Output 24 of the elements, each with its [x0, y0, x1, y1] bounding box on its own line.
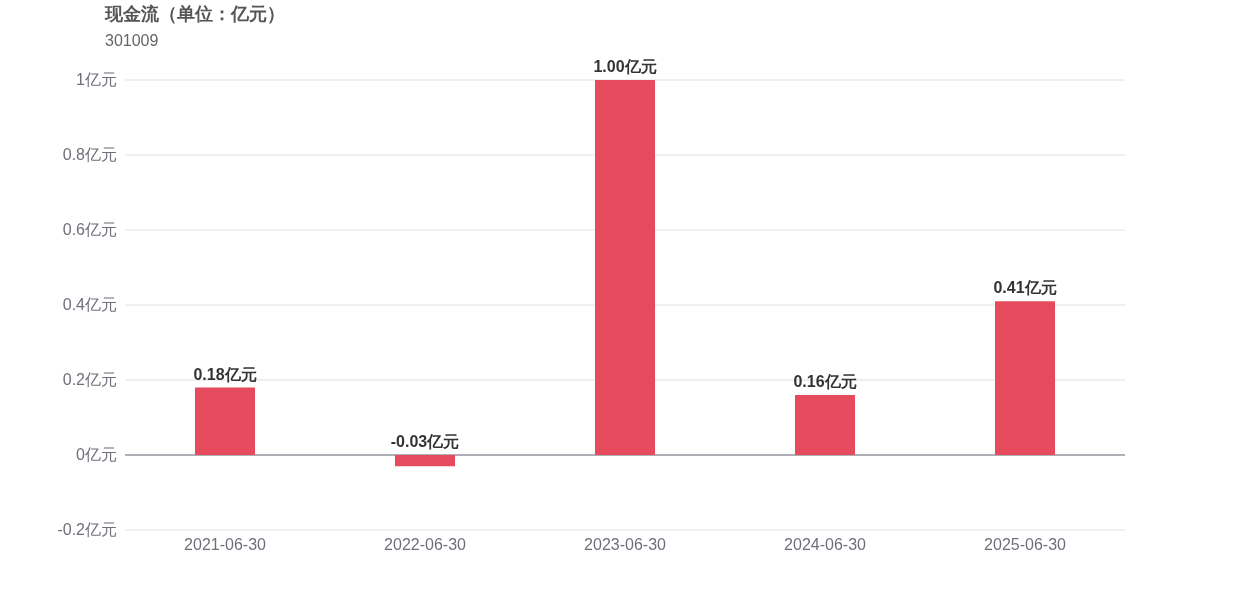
data-label: 0.16亿元: [793, 373, 857, 390]
x-tick-label: 2025-06-30: [984, 536, 1067, 553]
x-tick-label: 2024-06-30: [784, 536, 867, 553]
x-tick-label: 2022-06-30: [384, 536, 467, 553]
y-tick-label: 0.4亿元: [62, 296, 117, 313]
bar: [395, 455, 455, 467]
y-tick-label: 0.8亿元: [62, 146, 117, 163]
chart-title: 现金流（单位：亿元）: [104, 4, 285, 24]
bar: [995, 301, 1055, 455]
y-tick-label: -0.2亿元: [57, 521, 117, 538]
data-label: 0.18亿元: [193, 365, 257, 383]
bar: [195, 387, 255, 455]
bar: [795, 395, 855, 455]
data-label: -0.03亿元: [390, 433, 460, 450]
bar: [595, 80, 655, 455]
x-tick-label: 2023-06-30: [584, 536, 667, 553]
y-tick-label: 0亿元: [76, 446, 117, 463]
data-label: 1.00亿元: [593, 58, 657, 75]
y-tick-label: 1亿元: [76, 71, 117, 88]
x-tick-label: 2021-06-30: [184, 536, 267, 553]
y-tick-label: 0.6亿元: [62, 221, 117, 238]
y-tick-label: 0.2亿元: [62, 371, 117, 388]
data-label: 0.41亿元: [993, 279, 1057, 297]
chart-subtitle: 301009: [105, 32, 159, 49]
